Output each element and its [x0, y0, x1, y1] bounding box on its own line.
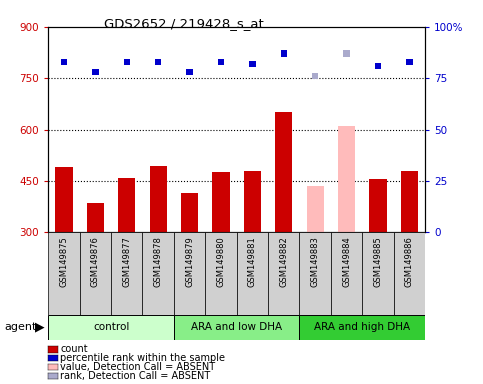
Text: GSM149885: GSM149885 — [373, 237, 383, 287]
Text: ARA and low DHA: ARA and low DHA — [191, 322, 282, 333]
Text: GSM149884: GSM149884 — [342, 237, 351, 287]
Text: GSM149880: GSM149880 — [216, 237, 226, 287]
Bar — [80, 232, 111, 315]
Bar — [87, 203, 104, 232]
Text: GSM149879: GSM149879 — [185, 237, 194, 287]
Point — [155, 59, 162, 65]
Bar — [362, 232, 394, 315]
Text: control: control — [93, 322, 129, 333]
Text: rank, Detection Call = ABSENT: rank, Detection Call = ABSENT — [60, 371, 211, 381]
Bar — [174, 232, 205, 315]
Bar — [48, 232, 80, 315]
Bar — [118, 177, 135, 232]
Point — [123, 59, 131, 65]
Bar — [401, 171, 418, 232]
Bar — [237, 232, 268, 315]
Bar — [150, 166, 167, 232]
Point — [374, 63, 382, 69]
Bar — [205, 232, 237, 315]
Text: GSM149876: GSM149876 — [91, 237, 100, 287]
Text: GSM149881: GSM149881 — [248, 237, 257, 287]
Bar — [244, 171, 261, 232]
Text: agent: agent — [5, 322, 37, 333]
Point — [280, 51, 288, 57]
Bar — [181, 193, 198, 232]
Text: count: count — [60, 344, 88, 354]
Point — [186, 69, 194, 75]
Text: GSM149878: GSM149878 — [154, 237, 163, 287]
Bar — [338, 126, 355, 232]
Point — [312, 73, 319, 79]
Text: GSM149883: GSM149883 — [311, 237, 320, 287]
Bar — [299, 315, 425, 340]
Bar — [331, 232, 362, 315]
Text: GSM149886: GSM149886 — [405, 237, 414, 287]
Bar — [369, 179, 386, 232]
Text: GSM149875: GSM149875 — [59, 237, 69, 287]
Point — [60, 59, 68, 65]
Bar — [56, 167, 72, 232]
Bar — [48, 315, 174, 340]
Bar — [111, 232, 142, 315]
Point — [249, 61, 256, 67]
Bar — [299, 232, 331, 315]
Point — [92, 69, 99, 75]
Point — [217, 59, 225, 65]
Bar — [174, 315, 299, 340]
Bar — [394, 232, 425, 315]
Text: GSM149882: GSM149882 — [279, 237, 288, 287]
Bar — [307, 186, 324, 232]
Text: ARA and high DHA: ARA and high DHA — [314, 322, 411, 333]
Text: GSM149877: GSM149877 — [122, 237, 131, 287]
Point — [406, 59, 413, 65]
Text: ▶: ▶ — [35, 321, 45, 334]
Point — [343, 51, 351, 57]
Bar — [268, 232, 299, 315]
Text: percentile rank within the sample: percentile rank within the sample — [60, 353, 226, 363]
Bar — [275, 113, 292, 232]
Bar — [142, 232, 174, 315]
Text: GDS2652 / 219428_s_at: GDS2652 / 219428_s_at — [104, 17, 263, 30]
Bar — [213, 172, 229, 232]
Text: value, Detection Call = ABSENT: value, Detection Call = ABSENT — [60, 362, 215, 372]
